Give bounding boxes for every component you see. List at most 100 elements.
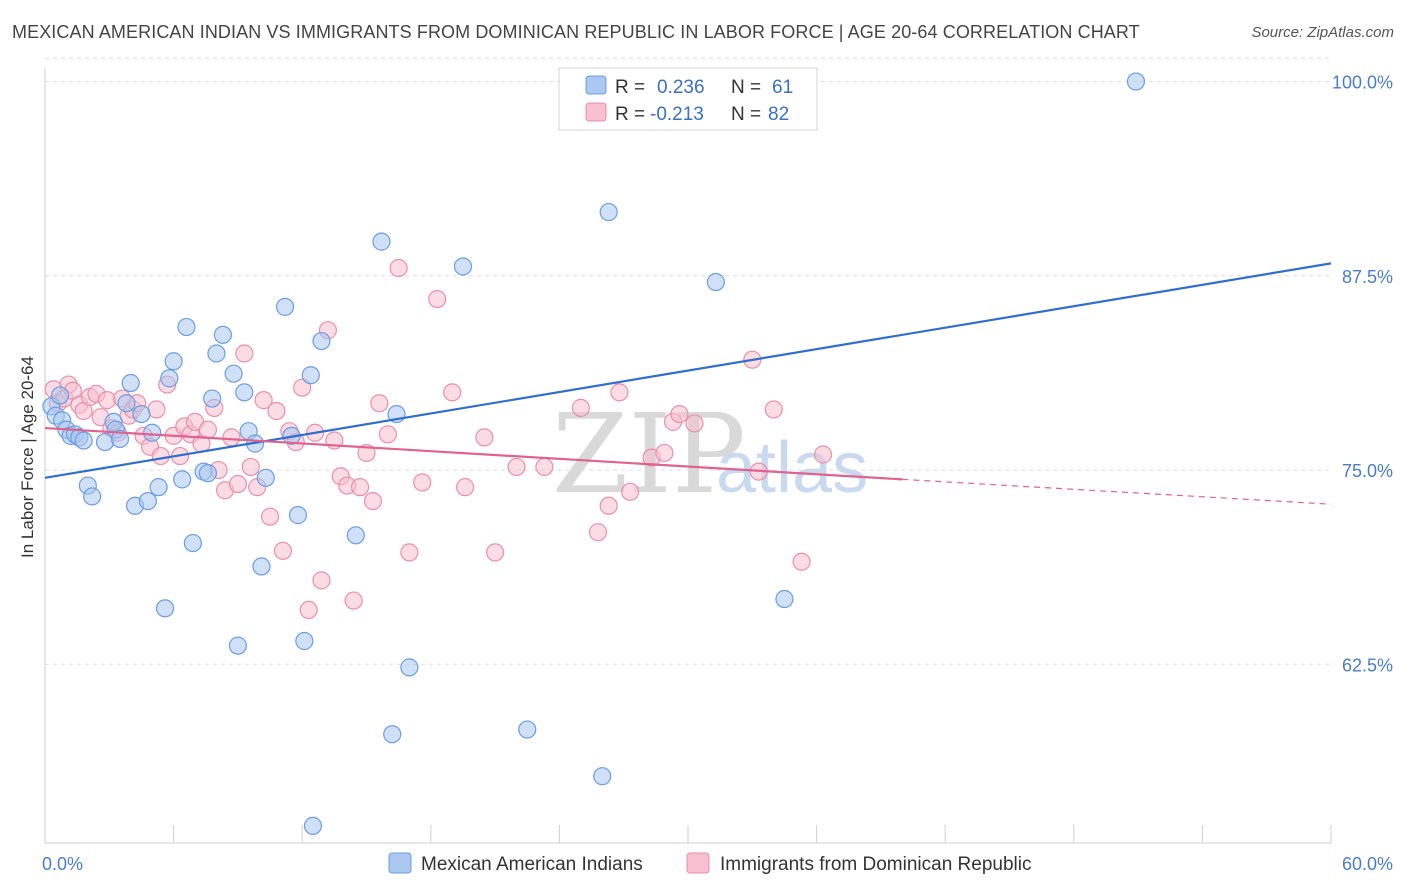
data-point (475, 428, 494, 447)
data-point (241, 457, 260, 477)
series-mexican-american-indians (42, 72, 1146, 836)
data-point (74, 431, 93, 450)
data-point (301, 366, 320, 385)
data-point (235, 383, 254, 402)
y-tick-label: 100.0% (1332, 73, 1393, 93)
data-point (346, 526, 365, 545)
trend-line-pink-extension (902, 478, 1332, 505)
data-point (413, 473, 432, 492)
data-point (389, 258, 408, 278)
data-point (378, 425, 398, 444)
y-tick-label: 87.5% (1342, 267, 1393, 287)
data-point (267, 401, 286, 421)
data-point (275, 297, 295, 316)
data-point (50, 386, 70, 405)
trend-lines (44, 262, 1332, 505)
data-point (198, 420, 217, 439)
data-point (507, 457, 526, 477)
legend-n-value-pink: 82 (768, 104, 789, 125)
legend-swatch-blue (585, 75, 607, 95)
data-point (293, 378, 312, 397)
data-point (363, 492, 383, 511)
data-point (486, 543, 505, 562)
data-point (350, 478, 370, 497)
data-point (599, 202, 618, 222)
legend-n-label-pink: N = (731, 104, 761, 125)
data-point (164, 352, 183, 371)
data-point (312, 331, 331, 351)
data-point (599, 496, 618, 515)
y-axis-label: In Labor Force | Age 20-64 (18, 356, 37, 558)
y-tick-labels: 62.5% 75.0% 87.5% 100.0% (1332, 73, 1393, 676)
data-point (288, 506, 308, 525)
correlation-legend: R = 0.236 N = 61 R = -0.213 N = 82 (558, 67, 818, 131)
data-point (621, 482, 640, 501)
data-point (443, 383, 462, 402)
data-point (207, 344, 226, 363)
data-point (813, 445, 833, 464)
data-point (706, 272, 725, 292)
data-point (1126, 72, 1146, 91)
gridlines (45, 57, 1331, 665)
data-point (83, 487, 102, 506)
trend-line-blue (44, 262, 1332, 479)
axes (44, 68, 1332, 844)
data-point (149, 478, 168, 497)
x-tick-label-min: 0.0% (42, 854, 83, 874)
trend-line-pink (44, 426, 903, 481)
data-point (370, 394, 389, 413)
data-point (792, 552, 811, 571)
data-point (299, 600, 318, 620)
data-point (252, 557, 271, 576)
data-point (155, 599, 175, 618)
data-point (588, 523, 608, 542)
data-point (151, 446, 170, 466)
data-point (303, 816, 323, 836)
bottom-legend-label-pink: Immigrants from Dominican Republic (720, 854, 1032, 875)
data-point (198, 464, 217, 483)
data-point (177, 317, 196, 337)
legend-n-value-blue: 61 (772, 77, 793, 98)
data-point (121, 373, 140, 393)
watermark-atlas: atlas (716, 428, 868, 508)
data-point (143, 423, 162, 442)
data-point (453, 257, 473, 276)
data-point (535, 457, 554, 477)
data-point (235, 344, 254, 363)
y-tick-label: 75.0% (1342, 461, 1393, 481)
legend-r-value-blue: 0.236 (657, 77, 705, 98)
data-point (400, 658, 419, 677)
data-point (593, 767, 612, 786)
data-point (571, 398, 590, 417)
data-point (273, 541, 293, 560)
data-point (655, 443, 674, 463)
y-tick-label: 62.5% (1342, 655, 1393, 675)
data-point (383, 725, 402, 744)
data-point (228, 636, 247, 655)
x-tick-label-max: 60.0% (1342, 854, 1393, 874)
data-point (670, 404, 689, 424)
data-point (203, 389, 222, 408)
bottom-legend-swatch-pink (686, 852, 710, 874)
legend-r-value-pink: -0.213 (650, 104, 704, 125)
data-point (260, 507, 280, 526)
data-point (132, 404, 151, 424)
data-point (518, 720, 537, 739)
legend-n-label-blue: N = (731, 77, 761, 98)
data-point (183, 533, 202, 553)
data-point (110, 429, 130, 449)
source-label: Source: ZipAtlas.com (1251, 24, 1394, 41)
legend-r-label-blue: R = (615, 77, 645, 98)
data-point (254, 391, 273, 410)
data-point (372, 232, 391, 251)
data-point (344, 591, 363, 610)
legend-r-label-pink: R = (615, 104, 645, 125)
data-point (213, 325, 232, 344)
legend-swatch-pink (585, 102, 607, 122)
bottom-legend-swatch-blue (388, 852, 412, 874)
data-point (400, 543, 419, 562)
data-point (775, 589, 794, 609)
data-point (428, 290, 447, 309)
data-point (295, 631, 314, 651)
